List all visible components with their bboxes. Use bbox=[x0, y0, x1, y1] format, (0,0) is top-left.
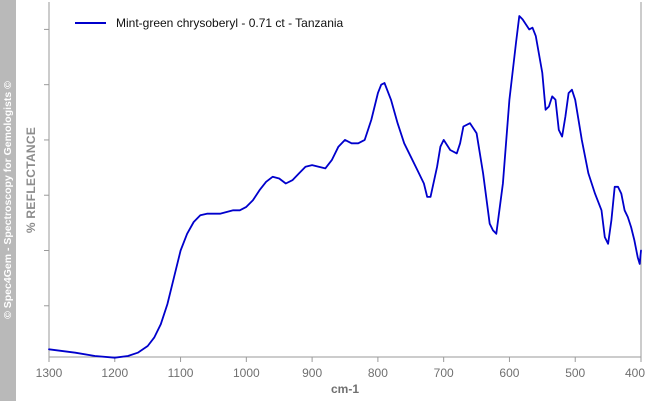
watermark-band bbox=[0, 0, 16, 401]
x-tick-label: 1200 bbox=[101, 366, 128, 380]
x-tick-label: 600 bbox=[499, 366, 519, 380]
x-tick-label: 1100 bbox=[168, 366, 194, 380]
x-tick-label: 400 bbox=[625, 366, 645, 380]
x-tick-label: 800 bbox=[368, 366, 388, 380]
legend-label: Mint-green chrysoberyl - 0.71 ct - Tanza… bbox=[116, 16, 344, 30]
x-tick-label: 1000 bbox=[233, 366, 260, 380]
x-tick-label: 700 bbox=[434, 366, 454, 380]
series-line bbox=[48, 15, 642, 359]
x-tick-label: 1300 bbox=[36, 366, 63, 380]
x-axis-ticks: 1300 1200 1100 1000 900 800 700 600 500 400 bbox=[36, 357, 645, 380]
legend: Mint-green chrysoberyl - 0.71 ct - Tanza… bbox=[75, 16, 344, 30]
x-tick-label: 500 bbox=[565, 366, 585, 380]
series-layer bbox=[48, 15, 642, 359]
y-axis-ticks bbox=[44, 28, 49, 307]
x-axis-label: cm-1 bbox=[331, 382, 359, 396]
plot-frame bbox=[48, 2, 642, 358]
x-tick-label: 900 bbox=[302, 366, 322, 380]
